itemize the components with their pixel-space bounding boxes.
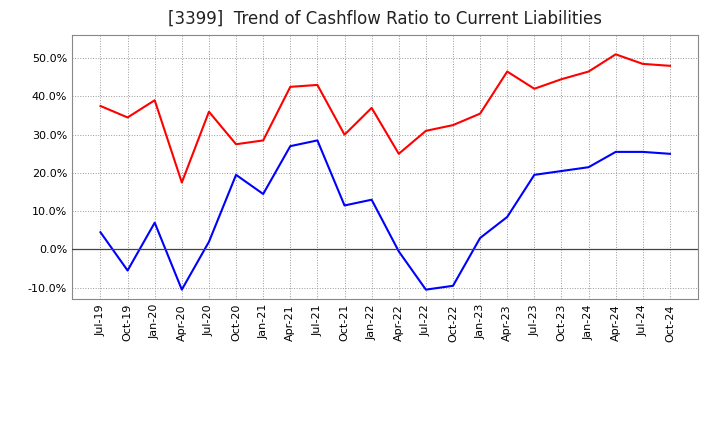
Operating CF to Current Liabilities <box>367 105 376 110</box>
Operating CF to Current Liabilities <box>611 51 620 57</box>
Operating CF to Current Liabilities <box>96 103 105 109</box>
Free CF to Current Liabilities <box>204 239 213 245</box>
Free CF to Current Liabilities <box>665 151 674 157</box>
Operating CF to Current Liabilities <box>557 77 566 82</box>
Free CF to Current Liabilities <box>259 191 268 197</box>
Free CF to Current Liabilities <box>286 143 294 149</box>
Free CF to Current Liabilities <box>395 249 403 254</box>
Operating CF to Current Liabilities <box>449 122 457 128</box>
Operating CF to Current Liabilities <box>232 142 240 147</box>
Free CF to Current Liabilities <box>476 235 485 241</box>
Free CF to Current Liabilities <box>341 203 349 208</box>
Free CF to Current Liabilities <box>503 214 511 220</box>
Operating CF to Current Liabilities <box>123 115 132 120</box>
Line: Free CF to Current Liabilities: Free CF to Current Liabilities <box>101 140 670 290</box>
Free CF to Current Liabilities <box>367 197 376 202</box>
Free CF to Current Liabilities <box>530 172 539 177</box>
Free CF to Current Liabilities <box>313 138 322 143</box>
Operating CF to Current Liabilities <box>584 69 593 74</box>
Operating CF to Current Liabilities <box>395 151 403 157</box>
Operating CF to Current Liabilities <box>530 86 539 92</box>
Operating CF to Current Liabilities <box>204 109 213 114</box>
Free CF to Current Liabilities <box>584 165 593 170</box>
Operating CF to Current Liabilities <box>476 111 485 116</box>
Title: [3399]  Trend of Cashflow Ratio to Current Liabilities: [3399] Trend of Cashflow Ratio to Curren… <box>168 10 602 28</box>
Operating CF to Current Liabilities <box>286 84 294 89</box>
Free CF to Current Liabilities <box>123 268 132 273</box>
Free CF to Current Liabilities <box>96 230 105 235</box>
Operating CF to Current Liabilities <box>313 82 322 88</box>
Operating CF to Current Liabilities <box>421 128 430 133</box>
Operating CF to Current Liabilities <box>503 69 511 74</box>
Free CF to Current Liabilities <box>232 172 240 177</box>
Free CF to Current Liabilities <box>557 169 566 174</box>
Operating CF to Current Liabilities <box>639 61 647 66</box>
Free CF to Current Liabilities <box>178 287 186 292</box>
Operating CF to Current Liabilities <box>259 138 268 143</box>
Free CF to Current Liabilities <box>421 287 430 292</box>
Line: Operating CF to Current Liabilities: Operating CF to Current Liabilities <box>101 54 670 183</box>
Free CF to Current Liabilities <box>639 149 647 154</box>
Operating CF to Current Liabilities <box>150 98 159 103</box>
Free CF to Current Liabilities <box>150 220 159 225</box>
Free CF to Current Liabilities <box>611 149 620 154</box>
Free CF to Current Liabilities <box>449 283 457 289</box>
Operating CF to Current Liabilities <box>178 180 186 185</box>
Operating CF to Current Liabilities <box>665 63 674 69</box>
Operating CF to Current Liabilities <box>341 132 349 137</box>
